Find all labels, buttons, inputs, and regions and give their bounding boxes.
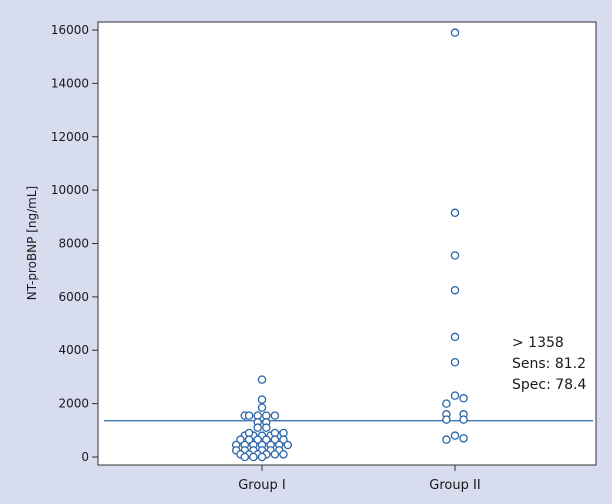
data-point	[450, 332, 460, 342]
category-label: Group II	[429, 478, 480, 493]
y-tick-label: 8000	[58, 237, 89, 251]
y-tick-label: 14000	[51, 76, 89, 90]
data-point	[450, 208, 460, 218]
data-point	[450, 251, 460, 260]
y-tick-label: 4000	[58, 343, 89, 357]
data-point	[279, 450, 288, 459]
y-tick-label: 2000	[58, 397, 89, 411]
data-point	[450, 358, 460, 367]
annotation-box: > 1358 Sens: 81.2 Spec: 78.4	[512, 335, 587, 393]
data-point	[244, 435, 254, 444]
data-point	[262, 435, 271, 444]
y-tick-label: 12000	[51, 130, 89, 144]
data-point	[442, 399, 451, 408]
data-point	[459, 434, 468, 443]
data-point	[450, 285, 460, 295]
y-tick-label: 0	[81, 450, 89, 464]
data-point	[244, 411, 254, 420]
plot-area	[97, 21, 597, 466]
data-point	[270, 435, 280, 444]
data-point	[283, 440, 293, 450]
data-point	[257, 452, 267, 462]
data-point	[450, 391, 460, 400]
data-point	[270, 450, 280, 459]
annotation-text: Spec: 78.4	[512, 377, 587, 393]
annotation-text: > 1358	[512, 335, 564, 351]
y-tick-label: 16000	[51, 23, 89, 37]
y-axis: 0 2000 4000 6000 8000 10000 12000 14000 16000	[51, 23, 98, 464]
data-point	[279, 435, 288, 444]
data-point	[236, 435, 245, 444]
data-point	[257, 375, 267, 384]
data-point	[459, 394, 468, 403]
annotation-text: Sens: 81.2	[512, 356, 586, 372]
data-point	[240, 452, 250, 462]
y-axis-label: NT-proBNP [ng/mL]	[25, 186, 39, 300]
data-point	[253, 423, 262, 432]
y-tick-label: 6000	[58, 290, 89, 304]
data-point	[257, 395, 267, 404]
category-label: Group I	[238, 478, 286, 493]
data-point	[442, 435, 451, 444]
data-point	[450, 28, 460, 37]
data-point	[262, 423, 271, 432]
data-point	[270, 411, 280, 420]
data-points	[231, 28, 468, 462]
data-point	[253, 435, 262, 444]
data-point	[442, 415, 451, 424]
data-point	[459, 415, 468, 424]
x-axis: Group I Group II	[238, 465, 481, 493]
y-tick-label: 10000	[51, 183, 89, 197]
data-point	[450, 431, 460, 440]
data-point	[249, 452, 258, 462]
data-point	[257, 403, 267, 412]
